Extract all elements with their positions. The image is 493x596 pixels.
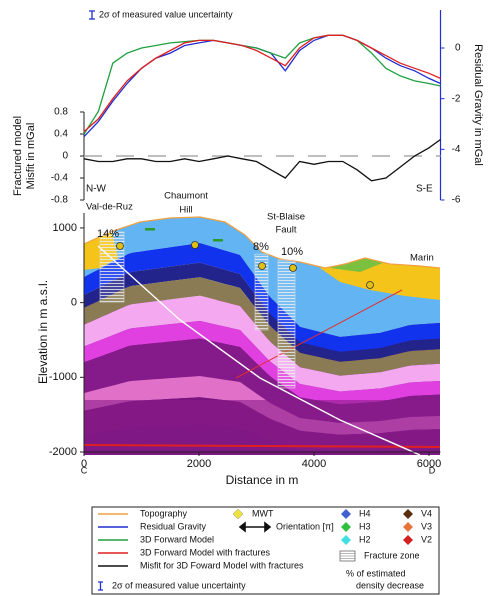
legend-label: 3D Forward Model (140, 534, 214, 544)
legend-label: Orientation [π] (276, 521, 334, 531)
y-tick-label: 0 (71, 297, 77, 309)
density-label: 8% (253, 241, 269, 253)
series-line (84, 140, 441, 181)
y-axis-title: Misfit in mGal (25, 123, 37, 190)
legend-label: Residual Gravity (140, 521, 207, 531)
place-label: Val-de-Ruz (86, 202, 133, 213)
note: 2σ of measured value uncertainty (99, 9, 233, 19)
end-label: D (429, 465, 436, 475)
place-label: Hill (179, 205, 192, 216)
y-axis-title: Fractured model (12, 116, 24, 196)
legend-label: MWT (252, 508, 274, 518)
series-line (84, 35, 441, 134)
station-icon (290, 265, 297, 272)
y-tick-label: 0.8 (54, 107, 68, 118)
x-tick-label: 4000 (302, 458, 326, 470)
y-tick-label: 0 (62, 151, 68, 162)
uncertainty-icon (89, 11, 95, 19)
y-tick-label: 0.4 (54, 129, 68, 140)
density-label: 14% (97, 228, 119, 240)
legend-label: density decrease (356, 580, 424, 590)
legend-label: 3D Forward Model with fractures (140, 547, 271, 557)
legend-label: % of estimated (346, 568, 406, 578)
legend-label: V4 (421, 508, 432, 518)
annotation: N-W (86, 184, 107, 195)
figure: -0.8-0.400.40.8-6-4-20Fractured modelMis… (0, 0, 493, 596)
end-label: C (81, 465, 88, 475)
legend-label: Misfit for 3D Foward Model with fracture… (140, 560, 304, 570)
annotation: S-E (416, 184, 433, 195)
fracture-zone (278, 260, 295, 388)
place-label: Fault (275, 225, 296, 236)
y-tick-label: -1000 (49, 371, 77, 383)
measurement-marker (145, 228, 155, 231)
legend-label: V2 (421, 534, 432, 544)
y2-tick-label: -4 (452, 144, 461, 155)
density-label: 10% (281, 246, 303, 258)
legend-label: H3 (359, 521, 371, 531)
x-tick-label: 2000 (187, 458, 211, 470)
legend-label: Fracture zone (364, 550, 420, 560)
measurement-marker (213, 239, 223, 242)
legend-label: H2 (359, 534, 371, 544)
legend-label: H4 (359, 508, 371, 518)
y-tick-label: -0.8 (51, 195, 69, 206)
station-icon (259, 263, 266, 270)
place-label: Chaumont (164, 191, 208, 202)
legend-label: V3 (421, 521, 432, 531)
x-axis-title: Distance in m (226, 473, 299, 487)
y2-tick-label: -2 (452, 93, 461, 104)
y-axis-title: Elevation in m a.s.l. (36, 280, 50, 384)
y-tick-label: -0.4 (51, 173, 69, 184)
place-label: Marin (410, 253, 434, 264)
y-tick-label: -2000 (49, 446, 77, 458)
legend-label: 2σ of measured value uncertainty (112, 580, 246, 590)
page: -0.8-0.400.40.8-6-4-20Fractured modelMis… (0, 0, 493, 596)
station-icon (192, 242, 199, 249)
legend-label: Topography (140, 508, 188, 518)
place-label: St-Blaise (267, 212, 305, 223)
station-icon (117, 243, 124, 250)
y-tick-label: 1000 (53, 222, 77, 234)
y2-axis-title: Residual Gravity in mGal (472, 44, 484, 166)
station-icon (367, 282, 374, 289)
y2-tick-label: 0 (455, 43, 461, 54)
y2-tick-label: -6 (452, 195, 461, 206)
